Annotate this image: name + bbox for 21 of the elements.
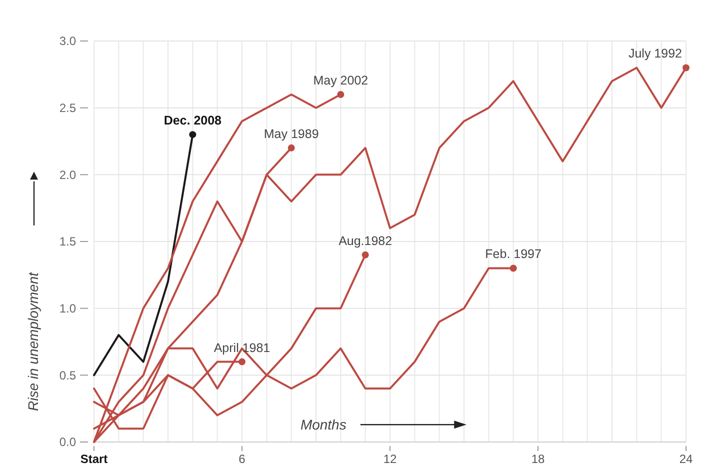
y-tick-label: 1.0 bbox=[59, 302, 76, 316]
y-tick-label: 3.0 bbox=[59, 34, 76, 48]
y-tick-label: 0.5 bbox=[59, 368, 76, 382]
y-tick-label: 2.5 bbox=[59, 101, 76, 116]
series-label: Feb. 1997 bbox=[485, 247, 542, 262]
x-tick-label: 12 bbox=[383, 452, 397, 466]
series-label: July 1992 bbox=[628, 46, 682, 61]
x-tick-label: 24 bbox=[679, 452, 693, 466]
x-tick-label: 18 bbox=[531, 452, 545, 466]
y-tick-label: 0.0 bbox=[59, 435, 76, 450]
series-label: Aug.1982 bbox=[338, 234, 392, 248]
y-axis-title: Rise in unemployment bbox=[25, 271, 41, 412]
series-label: April 1981 bbox=[214, 340, 270, 355]
y-tick-label: 1.5 bbox=[59, 234, 76, 249]
series-label: May 2002 bbox=[313, 73, 368, 88]
series-label: Dec. 2008 bbox=[164, 114, 222, 128]
annotation: Months bbox=[300, 416, 346, 433]
x-tick-label: 6 bbox=[238, 452, 246, 466]
series-label: May 1989 bbox=[264, 126, 319, 141]
y-tick-label: 2.0 bbox=[59, 168, 76, 182]
x-tick-label: Start bbox=[80, 452, 108, 466]
